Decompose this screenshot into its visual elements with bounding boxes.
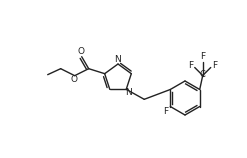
Text: C: C [200, 70, 206, 79]
Text: O: O [70, 75, 77, 84]
Text: O: O [77, 47, 84, 56]
Text: F: F [163, 107, 168, 116]
Text: F: F [200, 52, 205, 61]
Text: N: N [125, 88, 132, 97]
Text: N: N [114, 55, 120, 64]
Text: F: F [212, 61, 217, 70]
Text: F: F [188, 61, 193, 70]
